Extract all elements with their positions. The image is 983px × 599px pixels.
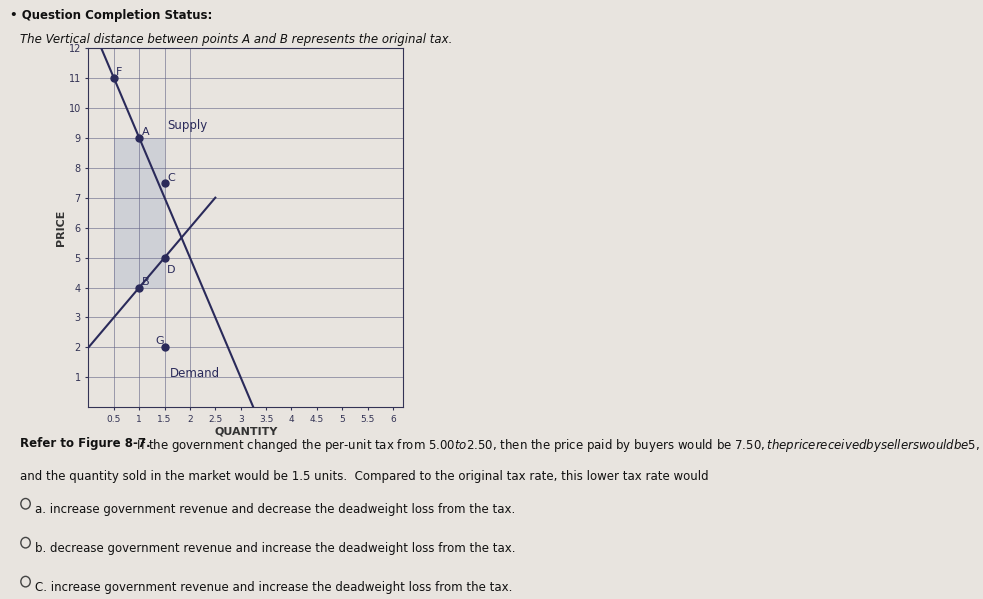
Bar [114, 138, 164, 288]
Text: Supply: Supply [167, 119, 207, 132]
Text: The Vertical distance between points A and B represents the original tax.: The Vertical distance between points A a… [20, 33, 452, 46]
Text: G: G [155, 337, 164, 346]
Text: F: F [116, 67, 123, 77]
Text: B: B [142, 277, 149, 286]
X-axis label: QUANTITY: QUANTITY [214, 426, 277, 437]
Y-axis label: PRICE: PRICE [56, 210, 66, 246]
Text: a. increase government revenue and decrease the deadweight loss from the tax.: a. increase government revenue and decre… [35, 503, 516, 516]
Text: A: A [142, 127, 149, 137]
Text: • Question Completion Status:: • Question Completion Status: [10, 9, 212, 22]
Text: C: C [167, 173, 175, 183]
Text: C. increase government revenue and increase the deadweight loss from the tax.: C. increase government revenue and incre… [35, 581, 513, 594]
Text: D: D [167, 265, 176, 274]
Text: Refer to Figure 8-7.: Refer to Figure 8-7. [20, 437, 150, 450]
Text: b. decrease government revenue and increase the deadweight loss from the tax.: b. decrease government revenue and incre… [35, 542, 516, 555]
Text: If the government changed the per-unit tax from $5.00 to $2.50, then the price p: If the government changed the per-unit t… [133, 437, 980, 454]
Text: Demand: Demand [170, 367, 220, 380]
Text: and the quantity sold in the market would be 1.5 units.  Compared to the origina: and the quantity sold in the market woul… [20, 470, 709, 483]
